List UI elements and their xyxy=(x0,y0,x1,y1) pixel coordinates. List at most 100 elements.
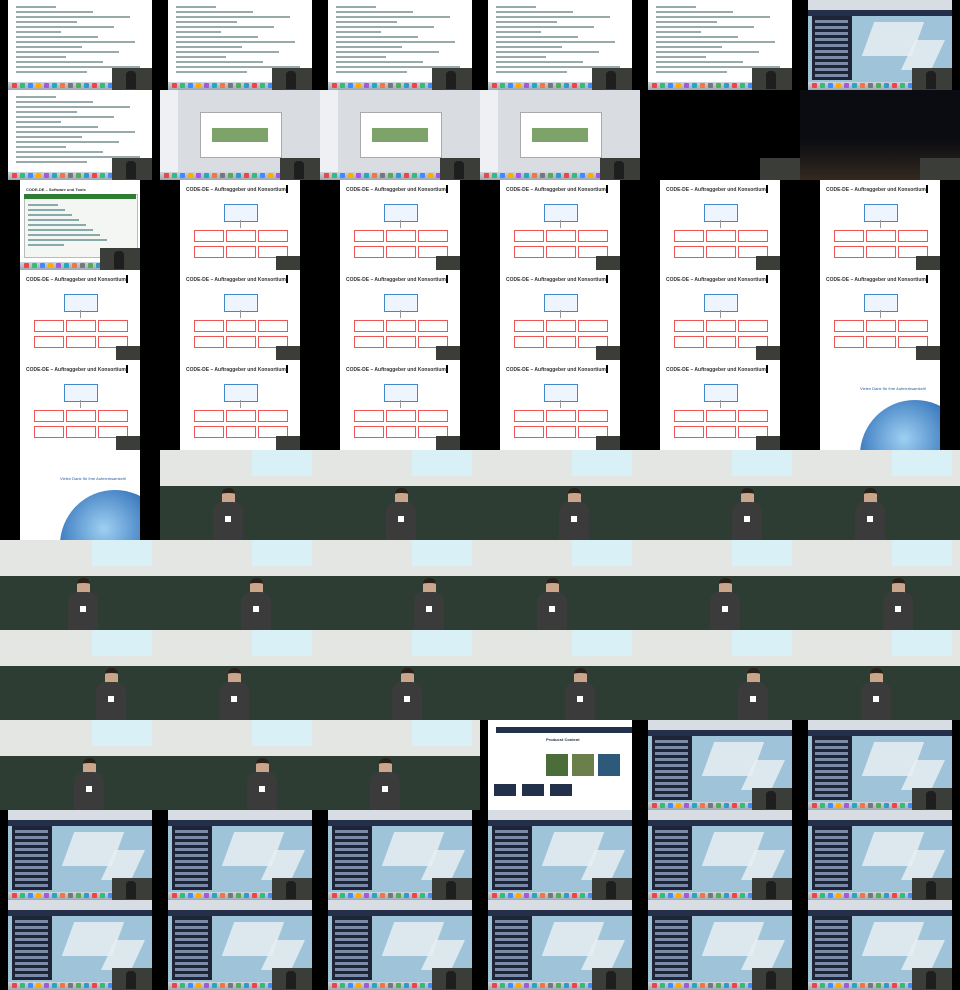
frame-thumbnail[interactable] xyxy=(800,450,960,540)
layer-panel[interactable] xyxy=(652,916,692,980)
frame-thumbnail[interactable]: CODE-DE – Auftraggeber und Konsortium COD… xyxy=(480,270,640,360)
frame-thumbnail[interactable]: Vielen Dank für Ihre Aufmerksamkeit! Viel… xyxy=(0,450,160,540)
frame-thumbnail[interactable] xyxy=(480,540,640,630)
frame-thumbnail[interactable]: CODE-DE – Auftraggeber und Konsortium COD… xyxy=(800,270,960,360)
frame-thumbnail[interactable] xyxy=(160,630,320,720)
frame-thumbnail[interactable] xyxy=(0,900,160,990)
speaker xyxy=(855,488,885,540)
frame-thumbnail[interactable] xyxy=(320,810,480,900)
frame-thumbnail[interactable] xyxy=(800,810,960,900)
frame-thumbnail[interactable]: CODE-DE – Auftraggeber und Konsortium COD… xyxy=(640,360,800,450)
frame-thumbnail[interactable]: CODE-DE – Software und Tools CODE-DE – So… xyxy=(0,180,160,270)
layer-panel[interactable] xyxy=(812,16,852,80)
layer-panel[interactable] xyxy=(332,826,372,890)
frame-thumbnail[interactable] xyxy=(480,0,640,90)
frame-thumbnail[interactable] xyxy=(640,630,800,720)
speaker-camera-inset xyxy=(912,788,952,810)
frame-thumbnail[interactable] xyxy=(640,900,800,990)
frame-thumbnail[interactable] xyxy=(320,540,480,630)
frame-thumbnail[interactable] xyxy=(480,630,640,720)
frame-thumbnail[interactable]: Producst Content Producst Content xyxy=(480,720,640,810)
projection-screen xyxy=(572,630,632,656)
layer-panel[interactable] xyxy=(812,736,852,800)
frame-thumbnail[interactable] xyxy=(320,630,480,720)
speaker-camera-inset xyxy=(912,68,952,90)
frame-thumbnail[interactable] xyxy=(320,0,480,90)
frame-thumbnail[interactable]: CODE-DE – Auftraggeber und Konsortium COD… xyxy=(640,270,800,360)
frame-thumbnail[interactable]: CODE-DE – Auftraggeber und Konsortium COD… xyxy=(480,360,640,450)
frame-thumbnail[interactable] xyxy=(0,630,160,720)
frame-thumbnail[interactable]: CODE-DE – Auftraggeber und Konsortium COD… xyxy=(0,270,160,360)
projection-screen xyxy=(732,540,792,566)
frame-thumbnail[interactable] xyxy=(640,450,800,540)
speaker-camera-inset xyxy=(272,878,312,900)
frame-caption: Vielen Dank für Ihre Aufmerksamkeit! xyxy=(800,360,817,361)
projection-screen xyxy=(732,450,792,476)
frame-caption: CODE-DE – Auftraggeber und Konsortium xyxy=(800,180,819,181)
frame-thumbnail[interactable] xyxy=(320,720,480,810)
frame-thumbnail[interactable] xyxy=(160,900,320,990)
layer-panel[interactable] xyxy=(172,826,212,890)
projection-screen xyxy=(892,450,952,476)
layer-panel[interactable] xyxy=(652,826,692,890)
frame-thumbnail[interactable] xyxy=(480,450,640,540)
frame-thumbnail[interactable] xyxy=(640,810,800,900)
frame-thumbnail[interactable] xyxy=(0,810,160,900)
frame-thumbnail[interactable] xyxy=(0,0,160,90)
speaker xyxy=(241,578,271,630)
layer-panel[interactable] xyxy=(812,916,852,980)
frame-thumbnail[interactable] xyxy=(800,720,960,810)
frame-thumbnail[interactable]: CODE-DE – Auftraggeber und Konsortium COD… xyxy=(800,180,960,270)
frame-thumbnail[interactable] xyxy=(800,630,960,720)
frame-thumbnail[interactable] xyxy=(640,540,800,630)
frame-thumbnail[interactable] xyxy=(800,0,960,90)
frame-thumbnail[interactable] xyxy=(480,810,640,900)
frame-thumbnail[interactable] xyxy=(320,90,480,180)
frame-thumbnail[interactable]: CODE-DE – Auftraggeber und Konsortium COD… xyxy=(320,270,480,360)
frame-thumbnail[interactable]: CODE-DE – Auftraggeber und Konsortium COD… xyxy=(320,360,480,450)
frame-thumbnail[interactable] xyxy=(160,0,320,90)
frame-thumbnail[interactable]: CODE-DE – Auftraggeber und Konsortium COD… xyxy=(160,270,320,360)
frame-thumbnail[interactable] xyxy=(480,900,640,990)
projection-screen xyxy=(252,450,312,476)
layer-panel[interactable] xyxy=(12,916,52,980)
layer-panel[interactable] xyxy=(812,826,852,890)
frame-thumbnail[interactable]: CODE-DE – Auftraggeber und Konsortium COD… xyxy=(160,180,320,270)
frame-thumbnail[interactable] xyxy=(640,90,800,180)
layer-panel[interactable] xyxy=(172,916,212,980)
frame-thumbnail[interactable]: CODE-DE – Auftraggeber und Konsortium COD… xyxy=(320,180,480,270)
layer-panel[interactable] xyxy=(652,736,692,800)
frame-thumbnail[interactable] xyxy=(160,720,320,810)
frame-thumbnail[interactable] xyxy=(160,810,320,900)
frame-thumbnail[interactable]: CODE-DE – Auftraggeber und Konsortium COD… xyxy=(640,180,800,270)
frame-caption: CODE-DE – Auftraggeber und Konsortium xyxy=(640,180,659,181)
frame-thumbnail[interactable] xyxy=(800,90,960,180)
frame-thumbnail[interactable] xyxy=(0,720,160,810)
speaker-camera-inset xyxy=(592,68,632,90)
frame-thumbnail[interactable] xyxy=(640,0,800,90)
frame-thumbnail[interactable] xyxy=(480,90,640,180)
frame-thumbnail[interactable]: CODE-DE – Auftraggeber und Konsortium COD… xyxy=(0,360,160,450)
frame-thumbnail[interactable] xyxy=(160,450,320,540)
slide-title: CODE-DE – Auftraggeber und Konsortium xyxy=(186,187,286,193)
frame-thumbnail[interactable] xyxy=(0,90,160,180)
projection-screen xyxy=(92,540,152,566)
frame-thumbnail[interactable] xyxy=(800,900,960,990)
frame-thumbnail[interactable] xyxy=(160,90,320,180)
layer-panel[interactable] xyxy=(332,916,372,980)
layer-panel[interactable] xyxy=(492,916,532,980)
frame-thumbnail[interactable] xyxy=(0,540,160,630)
speaker xyxy=(370,758,400,810)
frame-thumbnail[interactable] xyxy=(640,720,800,810)
frame-caption: CODE-DE – Auftraggeber und Konsortium xyxy=(160,180,179,181)
frame-thumbnail[interactable] xyxy=(320,450,480,540)
frame-thumbnail[interactable] xyxy=(800,540,960,630)
layer-panel[interactable] xyxy=(12,826,52,890)
layer-panel[interactable] xyxy=(492,826,532,890)
frame-thumbnail[interactable]: Vielen Dank für Ihre Aufmerksamkeit! Viel… xyxy=(800,360,960,450)
frame-thumbnail[interactable] xyxy=(320,900,480,990)
frame-thumbnail[interactable]: CODE-DE – Auftraggeber und Konsortium COD… xyxy=(480,180,640,270)
speaker xyxy=(883,578,913,630)
frame-thumbnail[interactable]: CODE-DE – Auftraggeber und Konsortium COD… xyxy=(160,360,320,450)
frame-thumbnail[interactable] xyxy=(160,540,320,630)
